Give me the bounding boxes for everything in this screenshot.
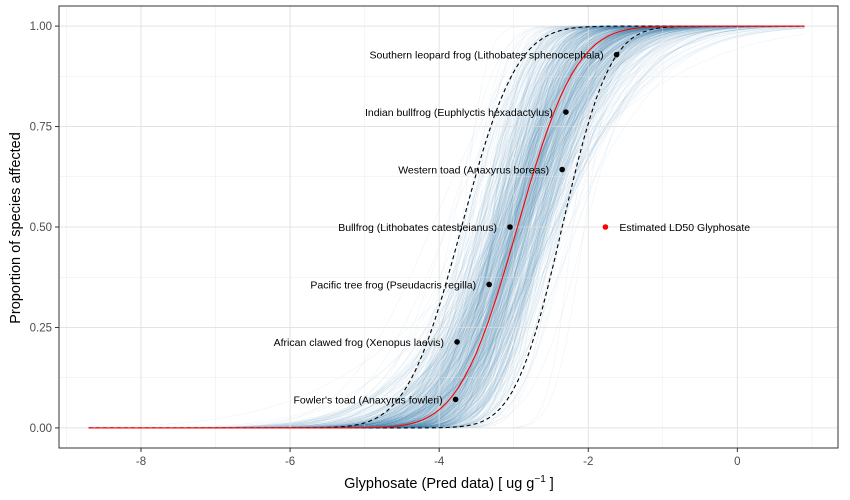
x-axis-ticks: -8 -6 -4 -2 0 [136, 448, 741, 468]
species-label: African clawed frog (Xenopus laevis) [274, 337, 444, 349]
ld50-label: Estimated LD50 Glyphosate [619, 222, 750, 234]
data-point [454, 339, 460, 345]
y-tick-label: 0.00 [30, 423, 52, 435]
bootstrap-curve [88, 27, 805, 429]
y-tick-label: 0.50 [30, 222, 52, 234]
species-label: Fowler's toad (Anaxyrus fowleri) [294, 394, 443, 406]
species-label: Pacific tree frog (Pseudacris regilla) [310, 279, 476, 291]
y-axis-title: Proportion of species affected [8, 132, 24, 324]
bootstrap-curve [88, 26, 805, 429]
x-tick-label: -4 [434, 456, 445, 468]
bootstrap-curve [88, 27, 805, 429]
data-points [452, 51, 620, 403]
data-point [452, 396, 459, 403]
data-point [486, 281, 492, 288]
y-tick-label: 1.00 [30, 21, 52, 33]
bootstrap-curve [88, 34, 805, 428]
ld50-annotation: Estimated LD50 Glyphosate [602, 222, 750, 234]
ld50-point [602, 224, 609, 230]
species-label: Indian bullfrog (Euphlyctis hexadactylus… [365, 107, 553, 119]
y-tick-label: 0.75 [30, 122, 52, 134]
x-tick-label: -6 [285, 456, 295, 468]
data-point [559, 166, 565, 173]
species-labels: Fowler's toad (Anaxyrus fowleri) African … [274, 50, 604, 407]
data-point [507, 224, 513, 230]
species-label: Southern leopard frog (Lithobates spheno… [370, 50, 604, 62]
y-tick-label: 0.25 [30, 322, 52, 334]
x-tick-label: -8 [136, 456, 146, 468]
x-tick-label: 0 [734, 456, 740, 468]
species-label: Western toad (Anaxyrus boreas) [398, 165, 549, 177]
fitted-curve [88, 25, 805, 429]
data-point [563, 109, 569, 115]
species-label: Bullfrog (Lithobates catesbeianus) [338, 222, 497, 234]
y-axis-ticks: 0.00 0.25 0.50 0.75 1.00 [30, 21, 59, 435]
x-axis-title: Glyphosate (Pred data) [ ug g−1 ] [344, 474, 554, 492]
data-point [613, 51, 620, 58]
x-tick-label: -2 [583, 456, 593, 468]
fitted-curve-group [88, 25, 805, 429]
